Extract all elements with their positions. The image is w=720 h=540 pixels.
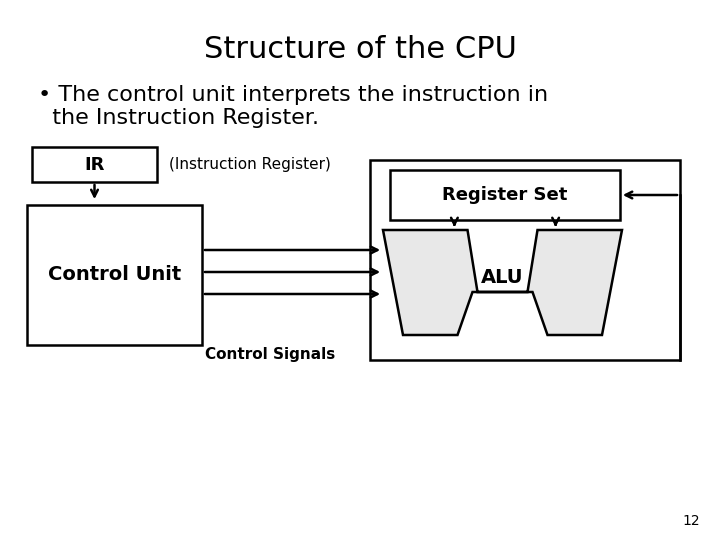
Text: • The control unit interprets the instruction in: • The control unit interprets the instru…	[38, 85, 548, 105]
Text: Control Signals: Control Signals	[205, 347, 335, 362]
Bar	[27, 205, 202, 345]
Polygon shape	[383, 230, 622, 335]
Bar	[370, 160, 680, 360]
Text: 12: 12	[683, 514, 700, 528]
Text: IR: IR	[84, 156, 104, 173]
Text: Register Set: Register Set	[442, 186, 567, 204]
Bar	[390, 170, 620, 220]
Text: ALU: ALU	[481, 268, 523, 287]
Text: (Instruction Register): (Instruction Register)	[169, 157, 331, 172]
Bar	[32, 147, 157, 182]
Text: Structure of the CPU: Structure of the CPU	[204, 35, 516, 64]
Text: the Instruction Register.: the Instruction Register.	[38, 108, 319, 128]
Text: Control Unit: Control Unit	[48, 266, 181, 285]
